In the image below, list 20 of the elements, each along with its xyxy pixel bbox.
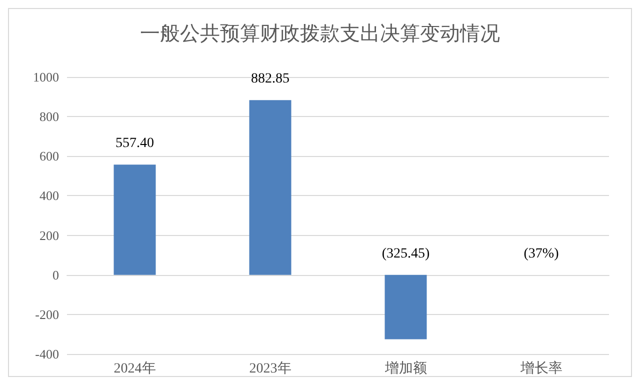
y-tick-label: 800 bbox=[40, 109, 59, 124]
y-tick-label: 400 bbox=[40, 188, 59, 204]
bar bbox=[249, 100, 292, 275]
bar bbox=[114, 164, 156, 275]
y-tick-label: 200 bbox=[40, 228, 59, 243]
data-label: 882.85 bbox=[251, 72, 290, 87]
data-label: 557.40 bbox=[116, 136, 154, 152]
y-tick-label: 600 bbox=[40, 148, 59, 164]
x-tick-label: 增长率 bbox=[519, 360, 562, 376]
data-label: (325.45) bbox=[382, 246, 430, 262]
data-label: (37%) bbox=[524, 246, 560, 262]
x-tick-label: 增加额 bbox=[384, 360, 427, 376]
x-tick-label: 2023年 bbox=[249, 360, 292, 376]
chart-title: 一般公共预算财政拨款支出决算变动情况 bbox=[140, 23, 500, 45]
y-tick-label: 1000 bbox=[33, 70, 59, 84]
x-tick-label: 2024年 bbox=[114, 360, 156, 376]
bar bbox=[384, 274, 427, 340]
y-tick-label: -200 bbox=[35, 306, 59, 322]
y-tick-label: 0 bbox=[52, 267, 59, 282]
y-tick-label: -400 bbox=[35, 346, 59, 362]
